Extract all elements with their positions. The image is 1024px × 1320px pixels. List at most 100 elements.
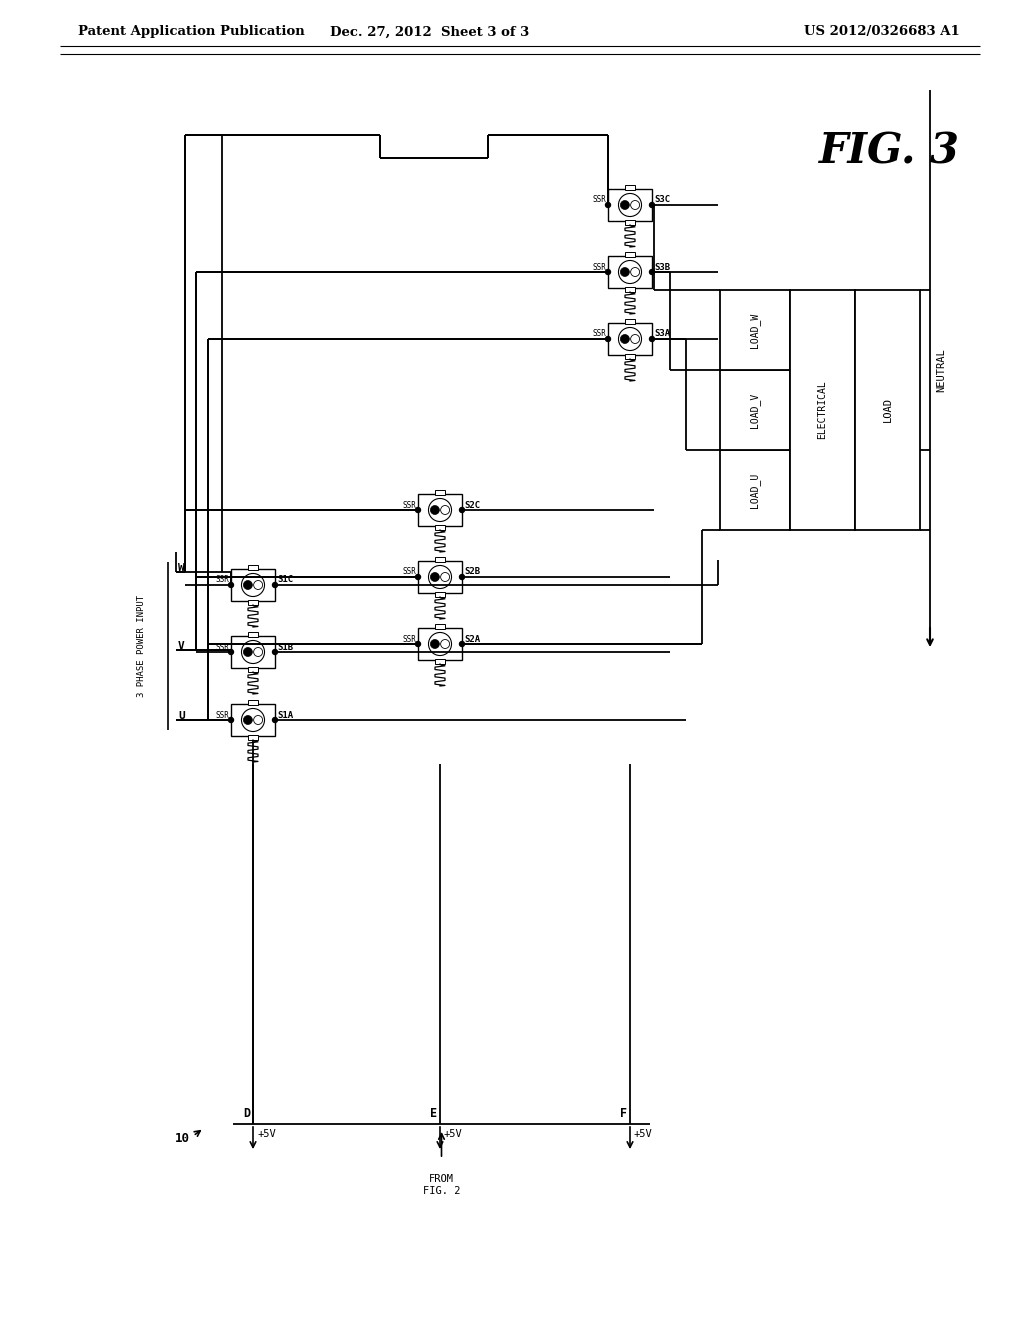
Bar bbox=[625, 354, 635, 359]
Circle shape bbox=[242, 640, 264, 664]
Text: S1C: S1C bbox=[278, 576, 293, 585]
Circle shape bbox=[618, 194, 641, 216]
Text: US 2012/0326683 A1: US 2012/0326683 A1 bbox=[804, 25, 961, 38]
Bar bbox=[435, 624, 445, 630]
Circle shape bbox=[440, 639, 450, 648]
Bar bbox=[248, 700, 258, 705]
Circle shape bbox=[430, 506, 439, 515]
Text: F: F bbox=[620, 1107, 627, 1119]
Bar bbox=[248, 632, 258, 638]
Circle shape bbox=[605, 269, 610, 275]
Text: V: V bbox=[178, 642, 184, 651]
Bar bbox=[625, 252, 635, 257]
Bar bbox=[418, 628, 462, 660]
Bar bbox=[790, 290, 855, 531]
Bar bbox=[418, 561, 462, 593]
Circle shape bbox=[631, 268, 640, 276]
Circle shape bbox=[618, 327, 641, 351]
Bar bbox=[435, 557, 445, 562]
Text: S2C: S2C bbox=[464, 500, 480, 510]
Text: S2A: S2A bbox=[464, 635, 480, 644]
Bar bbox=[418, 494, 462, 525]
Circle shape bbox=[272, 649, 278, 655]
Bar bbox=[625, 319, 635, 323]
Text: U: U bbox=[178, 711, 184, 721]
Text: SSR: SSR bbox=[215, 576, 229, 585]
Circle shape bbox=[428, 499, 452, 521]
Circle shape bbox=[605, 202, 610, 207]
Circle shape bbox=[621, 201, 630, 210]
Text: LOAD_U: LOAD_U bbox=[750, 473, 761, 508]
Text: SSR: SSR bbox=[402, 635, 416, 644]
Text: SSR: SSR bbox=[215, 710, 229, 719]
Circle shape bbox=[649, 202, 654, 207]
Circle shape bbox=[618, 260, 641, 284]
Circle shape bbox=[428, 632, 452, 656]
Bar bbox=[435, 591, 445, 597]
Circle shape bbox=[416, 574, 421, 579]
Bar bbox=[720, 450, 790, 531]
Circle shape bbox=[254, 581, 262, 590]
Circle shape bbox=[631, 334, 640, 343]
Circle shape bbox=[621, 334, 630, 343]
Text: SSR: SSR bbox=[402, 568, 416, 577]
Text: E: E bbox=[430, 1107, 437, 1119]
Circle shape bbox=[416, 507, 421, 512]
Text: S3C: S3C bbox=[654, 195, 670, 205]
Circle shape bbox=[242, 573, 264, 597]
Bar bbox=[435, 659, 445, 664]
Bar bbox=[248, 601, 258, 605]
Circle shape bbox=[605, 337, 610, 342]
Circle shape bbox=[631, 201, 640, 210]
Text: S3B: S3B bbox=[654, 263, 670, 272]
Text: LOAD_W: LOAD_W bbox=[750, 313, 761, 347]
Circle shape bbox=[228, 718, 233, 722]
Circle shape bbox=[244, 581, 252, 590]
Circle shape bbox=[242, 709, 264, 731]
Circle shape bbox=[430, 573, 439, 582]
Bar bbox=[248, 735, 258, 741]
Circle shape bbox=[228, 649, 233, 655]
Text: S1B: S1B bbox=[278, 643, 293, 652]
Text: SSR: SSR bbox=[215, 643, 229, 652]
Text: FIG. 3: FIG. 3 bbox=[819, 129, 961, 172]
Bar bbox=[231, 569, 275, 601]
Text: LOAD: LOAD bbox=[883, 397, 893, 422]
Bar bbox=[720, 290, 790, 370]
Circle shape bbox=[228, 582, 233, 587]
Circle shape bbox=[244, 648, 252, 656]
Circle shape bbox=[460, 642, 465, 647]
Bar bbox=[435, 525, 445, 531]
Bar bbox=[231, 704, 275, 737]
Bar bbox=[625, 185, 635, 190]
Text: SSR: SSR bbox=[592, 330, 606, 338]
Bar bbox=[608, 189, 652, 220]
Text: S1A: S1A bbox=[278, 710, 293, 719]
Bar bbox=[625, 220, 635, 224]
Text: S3A: S3A bbox=[654, 330, 670, 338]
Circle shape bbox=[440, 573, 450, 582]
Text: S2B: S2B bbox=[464, 568, 480, 577]
Circle shape bbox=[272, 718, 278, 722]
Text: NEUTRAL: NEUTRAL bbox=[936, 348, 946, 392]
Circle shape bbox=[416, 642, 421, 647]
Text: +5V: +5V bbox=[257, 1129, 275, 1139]
Circle shape bbox=[428, 565, 452, 589]
Text: Dec. 27, 2012  Sheet 3 of 3: Dec. 27, 2012 Sheet 3 of 3 bbox=[331, 25, 529, 38]
Circle shape bbox=[460, 574, 465, 579]
Bar bbox=[625, 286, 635, 292]
Circle shape bbox=[272, 582, 278, 587]
Text: +5V: +5V bbox=[634, 1129, 652, 1139]
Bar bbox=[608, 323, 652, 355]
Text: 3 PHASE POWER INPUT: 3 PHASE POWER INPUT bbox=[137, 595, 146, 697]
Bar bbox=[720, 370, 790, 450]
Text: SSR: SSR bbox=[592, 263, 606, 272]
Bar bbox=[248, 667, 258, 672]
Circle shape bbox=[254, 715, 262, 725]
Circle shape bbox=[440, 506, 450, 515]
Circle shape bbox=[649, 337, 654, 342]
Circle shape bbox=[460, 507, 465, 512]
Text: SSR: SSR bbox=[402, 500, 416, 510]
Text: 10: 10 bbox=[175, 1131, 190, 1144]
Text: +5V: +5V bbox=[444, 1129, 463, 1139]
